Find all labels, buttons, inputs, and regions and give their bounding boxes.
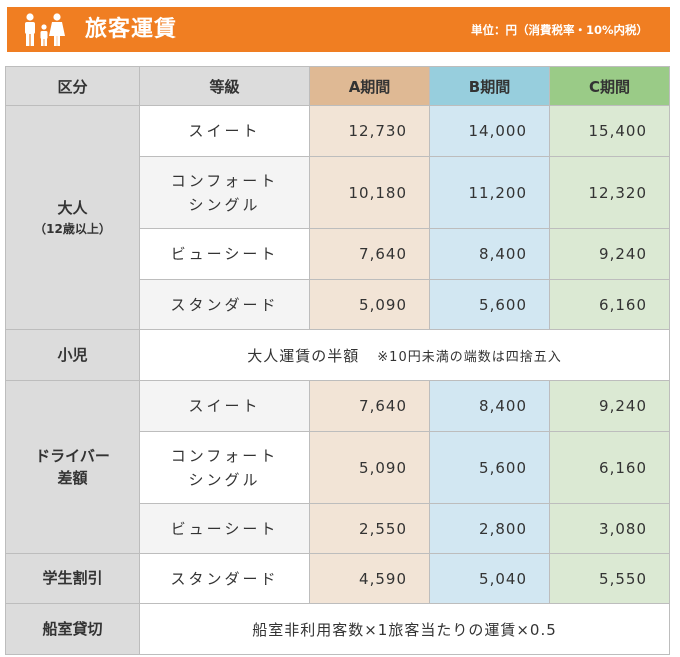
col-header-grade: 等級	[139, 66, 310, 106]
category-student: 学生割引	[5, 553, 140, 604]
table-row: コンフォート シングル 5,090 5,600 6,160	[6, 431, 670, 504]
fare-a: 5,090	[309, 279, 430, 330]
fare-c: 5,550	[549, 553, 670, 604]
fare-b: 2,800	[429, 503, 550, 554]
grade-cell: ビューシート	[139, 228, 310, 280]
fare-b: 11,200	[429, 156, 550, 229]
fare-c: 15,400	[549, 105, 670, 157]
unit-note: 単位：円（消費税率・10%内税）	[470, 23, 648, 37]
page-title: 旅客運賃	[85, 17, 178, 42]
rounding-note: ※10円未満の端数は四捨五入	[377, 349, 562, 365]
fare-c: 12,320	[549, 156, 670, 229]
table-row: 小児 大人運賃の半額 ※10円未満の端数は四捨五入	[5, 329, 670, 381]
fare-a: 2,550	[309, 503, 430, 554]
table-row: スタンダード 5,090 5,600 6,160	[6, 279, 670, 330]
fare-c: 9,240	[549, 380, 670, 432]
table-row: ビューシート 2,550 2,800 3,080	[6, 503, 670, 554]
fare-b: 8,400	[429, 228, 550, 280]
child-fare-rule: 大人運賃の半額	[247, 346, 360, 365]
grade-cell: コンフォート シングル	[139, 431, 310, 504]
grade-cell: スイート	[139, 105, 310, 157]
category-driver: ドライバー 差額	[5, 380, 140, 554]
fare-c: 3,080	[549, 503, 670, 554]
fare-b: 14,000	[429, 105, 550, 157]
category-charter: 船室貸切	[5, 603, 140, 655]
fare-a: 10,180	[309, 156, 430, 229]
fare-a: 7,640	[309, 380, 430, 432]
grade-cell: スタンダード	[139, 279, 310, 330]
col-header-a: A期間	[309, 66, 430, 106]
family-icon	[25, 13, 65, 46]
category-child: 小児	[5, 329, 140, 381]
table-header-row: 区分 等級 A期間 B期間 C期間	[5, 66, 670, 106]
category-label-2: 差額	[57, 469, 88, 487]
table-row: 学生割引 スタンダード 4,590 5,040 5,550	[5, 553, 670, 604]
fare-b: 5,600	[429, 279, 550, 330]
grade-cell: ビューシート	[139, 503, 310, 554]
fare-header: 旅客運賃 単位：円（消費税率・10%内税）	[7, 7, 670, 52]
fare-a: 7,640	[309, 228, 430, 280]
charter-fare-text: 船室非利用客数×1旅客当たりの運賃×0.5	[139, 603, 670, 655]
grade-line-1: コンフォート	[170, 446, 279, 465]
category-sublabel: （12歳以上）	[34, 221, 111, 236]
table-row: ビューシート 7,640 8,400 9,240	[6, 228, 670, 280]
fare-c: 6,160	[549, 431, 670, 504]
child-fare-text: 大人運賃の半額 ※10円未満の端数は四捨五入	[139, 329, 670, 381]
fare-b: 5,600	[429, 431, 550, 504]
fare-a: 5,090	[309, 431, 430, 504]
grade-cell: コンフォート シングル	[139, 156, 310, 229]
grade-line-2: シングル	[188, 195, 261, 214]
category-adult: 大人 （12歳以上）	[5, 105, 140, 330]
grade-cell: スタンダード	[139, 553, 310, 604]
table-row: 大人 （12歳以上） スイート 12,730 14,000 15,400	[5, 105, 670, 330]
table-row: ドライバー 差額 スイート 7,640 8,400 9,240	[5, 380, 670, 554]
grade-line-1: コンフォート	[170, 171, 279, 190]
fare-b: 8,400	[429, 380, 550, 432]
table-row: コンフォート シングル 10,180 11,200 12,320	[6, 156, 670, 229]
fare-a: 12,730	[309, 105, 430, 157]
fare-c: 9,240	[549, 228, 670, 280]
table-row: 船室貸切 船室非利用客数×1旅客当たりの運賃×0.5	[5, 603, 670, 655]
col-header-b: B期間	[429, 66, 550, 106]
fare-table: 区分 等級 A期間 B期間 C期間 大人 （12歳以上） スイート 12,730…	[5, 66, 670, 655]
fare-c: 6,160	[549, 279, 670, 330]
grade-cell: スイート	[139, 380, 310, 432]
category-label: ドライバー	[35, 446, 110, 465]
fare-b: 5,040	[429, 553, 550, 604]
col-header-category: 区分	[5, 66, 140, 106]
category-label: 大人	[57, 199, 88, 218]
fare-a: 4,590	[309, 553, 430, 604]
col-header-c: C期間	[549, 66, 670, 106]
grade-line-2: シングル	[188, 470, 261, 489]
